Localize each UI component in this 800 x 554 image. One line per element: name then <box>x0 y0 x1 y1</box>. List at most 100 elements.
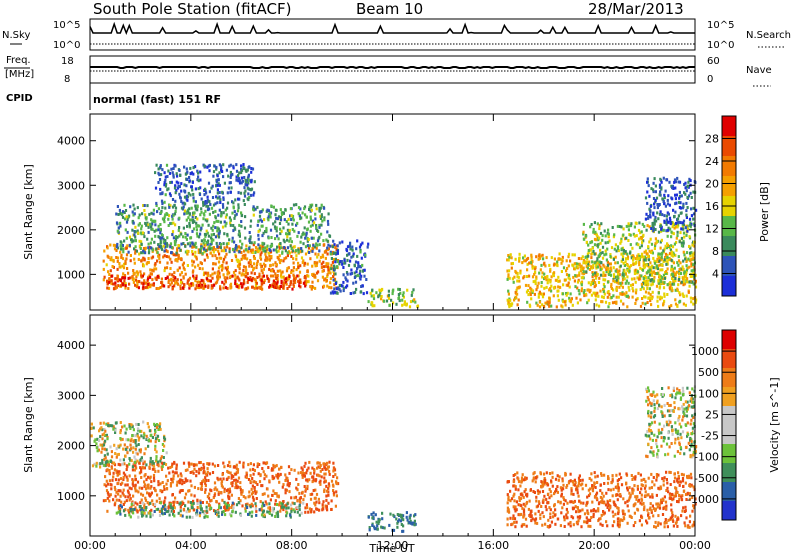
echo-cell <box>609 253 612 257</box>
echo-cell <box>328 484 331 488</box>
echo-cell <box>334 282 337 285</box>
echo-cell <box>220 491 223 494</box>
echo-cell <box>120 284 123 288</box>
echo-cell <box>201 223 204 227</box>
echo-cell <box>271 506 274 510</box>
echo-cell <box>204 187 207 191</box>
echo-cell <box>155 450 158 454</box>
echo-cell <box>116 259 119 263</box>
echo-cell <box>151 283 154 287</box>
echo-cell <box>214 281 217 285</box>
echo-cell <box>279 242 282 245</box>
echo-cell <box>546 275 549 278</box>
echo-cell <box>179 478 182 482</box>
echo-cell <box>204 488 207 492</box>
echo-cell <box>96 449 99 453</box>
echo-cell <box>236 209 240 213</box>
echo-cell <box>316 261 319 265</box>
echo-cell <box>277 237 280 241</box>
echo-cell <box>363 268 366 272</box>
echo-cell <box>666 242 669 246</box>
echo-cell <box>612 294 615 298</box>
echo-cell <box>114 488 117 492</box>
echo-cell <box>303 226 306 230</box>
echo-cell <box>641 254 644 258</box>
echo-cell <box>628 288 631 292</box>
echo-cell <box>654 198 657 202</box>
echo-cell <box>215 184 218 187</box>
echo-cell <box>666 283 669 287</box>
echo-cell <box>142 249 145 253</box>
echo-cell <box>298 214 301 218</box>
echo-cell <box>192 274 195 278</box>
echo-cell <box>186 281 189 285</box>
echo-cell <box>155 434 158 438</box>
echo-cell <box>275 277 278 280</box>
echo-cell <box>275 229 278 233</box>
echo-cell <box>615 278 618 282</box>
echo-cell <box>669 222 672 226</box>
echo-cell <box>135 285 138 289</box>
echo-cell <box>124 284 127 288</box>
echo-cell <box>161 217 165 221</box>
echo-cell <box>335 494 338 498</box>
echo-cell <box>178 245 181 249</box>
echo-cell <box>608 302 611 305</box>
echo-cell <box>249 241 252 244</box>
echo-cell <box>550 284 553 288</box>
echo-cell <box>518 252 521 256</box>
echo-cell <box>179 248 182 252</box>
echo-cell <box>266 244 269 248</box>
echo-cell <box>286 251 289 255</box>
echo-cell <box>644 196 648 200</box>
echo-cell <box>179 195 182 199</box>
echo-cell <box>383 299 386 303</box>
echo-cell <box>341 240 344 244</box>
echo-cell <box>305 215 308 219</box>
echo-cell <box>184 504 187 508</box>
echo-cell <box>235 463 238 467</box>
echo-cell <box>137 515 140 519</box>
echo-cell <box>311 264 314 268</box>
echo-cell <box>216 513 219 517</box>
echo-cell <box>174 235 177 238</box>
echo-cell <box>614 261 617 265</box>
echo-cell <box>535 301 538 305</box>
echo-cell <box>668 282 671 286</box>
echo-cell <box>147 486 150 490</box>
echo-cell <box>192 260 195 264</box>
echo-cell <box>214 248 217 252</box>
echo-cell <box>151 255 155 259</box>
echo-cell <box>665 218 668 222</box>
echo-cell <box>304 506 307 510</box>
echo-cell <box>179 257 182 261</box>
echo-cell <box>122 493 125 497</box>
echo-cell <box>159 192 162 196</box>
echo-cell <box>292 245 295 249</box>
echo-cell <box>284 281 288 285</box>
echo-cell <box>200 278 203 282</box>
echo-cell <box>241 254 244 258</box>
echo-cell <box>622 261 625 265</box>
echo-cell <box>663 280 666 284</box>
echo-cell <box>167 466 170 470</box>
echo-cell <box>595 276 598 280</box>
echo-cell <box>361 263 364 267</box>
nsky-frame <box>89 18 696 51</box>
echo-cell <box>214 202 217 206</box>
echo-cell <box>166 175 169 178</box>
echo-cell <box>326 273 329 277</box>
echo-cell <box>207 164 210 168</box>
echo-cell <box>206 198 209 202</box>
echo-cell <box>516 292 519 296</box>
echo-cell <box>292 284 295 288</box>
echo-cell <box>610 285 613 289</box>
echo-cell <box>315 203 318 207</box>
echo-cell <box>518 259 521 263</box>
echo-cell <box>310 285 313 289</box>
echo-cell <box>306 468 309 472</box>
echo-cell <box>296 499 299 503</box>
echo-cell <box>188 509 191 513</box>
echo-cell <box>200 285 203 289</box>
echo-cell <box>300 511 303 515</box>
